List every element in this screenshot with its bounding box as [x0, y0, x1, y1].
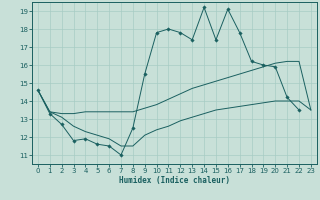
- X-axis label: Humidex (Indice chaleur): Humidex (Indice chaleur): [119, 176, 230, 185]
